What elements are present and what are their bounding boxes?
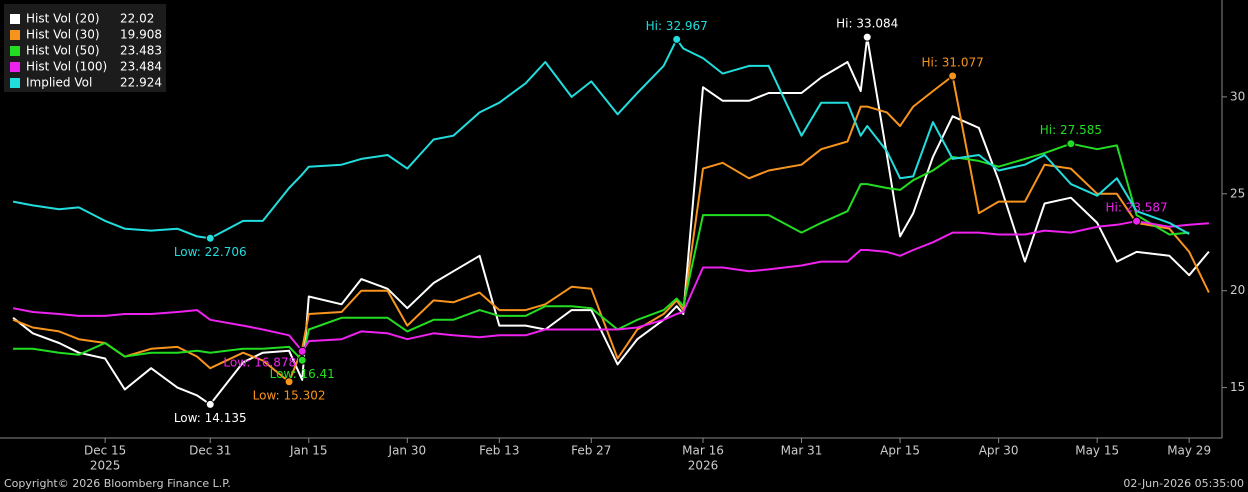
annotation-label: Low: 15.302: [253, 388, 326, 402]
legend-value: 22.02: [120, 12, 154, 26]
annotation-marker: [297, 355, 307, 365]
series-line: [12, 38, 1190, 240]
y-tick-label: 25: [1230, 186, 1245, 200]
annotation-marker: [672, 34, 682, 44]
legend-box: [4, 4, 166, 92]
legend-swatch: [10, 46, 20, 56]
annotation-label: Hi: 33.084: [836, 17, 898, 31]
annotation-marker: [1132, 216, 1142, 226]
series-line: [12, 36, 1210, 406]
y-tick-label: 15: [1230, 380, 1245, 394]
annotation-label: Hi: 23.587: [1105, 201, 1167, 215]
year-label: 2026: [688, 459, 719, 473]
annotation-marker: [284, 377, 294, 387]
x-tick-label: Jan 30: [388, 444, 427, 458]
legend-swatch: [10, 62, 20, 72]
legend-value: 23.483: [120, 44, 162, 58]
annotation-marker: [1066, 139, 1076, 149]
source: Copyright© 2026 Bloomberg Finance L.P.: [4, 477, 231, 490]
series-line: [12, 75, 1210, 383]
legend-value: 19.908: [120, 28, 162, 42]
x-tick-label: Mar 16: [682, 444, 724, 458]
legend: Hist Vol (20) 22.02 Hist Vol (30) 19.908 His…: [4, 4, 166, 92]
annotation-marker: [205, 233, 215, 243]
x-tick-label: Dec 15: [84, 444, 126, 458]
x-tick-label: Apr 15: [880, 444, 920, 458]
year-label: 2025: [90, 459, 121, 473]
x-tick-label: Feb 27: [571, 444, 611, 458]
legend-label: Hist Vol (30): [26, 28, 100, 42]
timestamp: 02-Jun-2026 05:35:00: [1123, 477, 1244, 490]
legend-label: Hist Vol (100): [26, 60, 107, 74]
annotation-label: Hi: 32.967: [646, 19, 708, 33]
annotation-label: Hi: 27.585: [1040, 123, 1102, 137]
legend-swatch: [10, 30, 20, 40]
legend-label: Hist Vol (20): [26, 12, 100, 26]
annotation-label: Low: 16.878: [223, 356, 296, 370]
x-tick-label: Feb 13: [479, 444, 519, 458]
series-line: [12, 220, 1209, 353]
x-tick-label: Jan 15: [289, 444, 328, 458]
annotation-marker: [297, 346, 307, 356]
legend-swatch: [10, 14, 20, 24]
annotation-marker: [862, 32, 872, 42]
legend-value: 22.924: [120, 76, 162, 90]
x-tick-label: Apr 30: [979, 444, 1019, 458]
x-tick-label: May 15: [1075, 444, 1119, 458]
annotation-marker: [205, 399, 215, 409]
annotation-label: Low: 14.135: [174, 411, 247, 425]
annotation-label: Hi: 31.077: [922, 56, 984, 70]
annotation-label: Low: 22.706: [174, 245, 247, 259]
series-line: [13, 142, 1190, 362]
annotation-marker: [948, 71, 958, 81]
legend-value: 23.484: [120, 60, 162, 74]
x-tick-label: Dec 31: [189, 444, 231, 458]
y-tick-label: 20: [1230, 283, 1245, 297]
y-tick-label: 30: [1230, 89, 1245, 103]
legend-label: Hist Vol (50): [26, 44, 100, 58]
legend-swatch: [10, 78, 20, 88]
annotation-label: Low: 16.41: [270, 367, 335, 381]
x-tick-label: May 29: [1167, 444, 1211, 458]
legend-label: Implied Vol: [26, 76, 92, 90]
x-tick-label: Mar 31: [781, 444, 823, 458]
